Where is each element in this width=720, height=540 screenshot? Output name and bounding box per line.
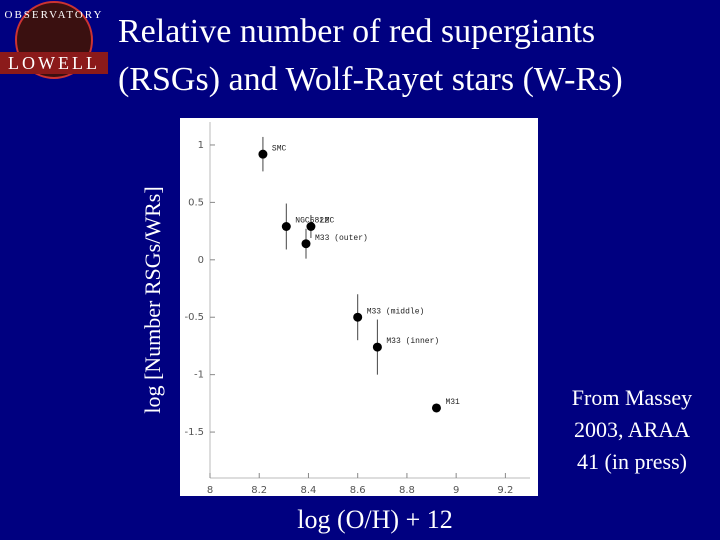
x-tick-label: 8.2	[251, 485, 267, 496]
y-tick-label: 1	[198, 140, 204, 151]
point	[431, 403, 441, 413]
point	[258, 149, 268, 159]
point	[372, 342, 382, 352]
logo: OBSERVATORY LOWELL	[0, 1, 108, 79]
y-tick-label: 0.5	[188, 197, 204, 208]
x-tick-label: 8.6	[350, 485, 366, 496]
point-label: SMC	[272, 144, 287, 153]
y-tick-label: 0	[198, 255, 204, 266]
x-tick-label: 8.8	[399, 485, 415, 496]
point-label: M33 (inner)	[386, 337, 439, 346]
logo-arc: OBSERVATORY	[5, 9, 104, 21]
point	[281, 222, 291, 232]
point	[301, 239, 311, 249]
annotation: From Massey	[572, 385, 692, 410]
x-axis-label: log (O/H) + 12	[297, 505, 452, 534]
y-axis-label: log [Number RSGs/WRs]	[140, 186, 165, 413]
x-tick-label: 8.4	[301, 485, 317, 496]
y-tick-label: -0.5	[184, 312, 204, 323]
x-tick-label: 8	[207, 485, 213, 496]
point-label: NGC6822	[295, 217, 329, 226]
point-label: LMC	[320, 217, 335, 226]
logo-name: LOWELL	[8, 53, 100, 73]
annotation: 2003, ARAA	[574, 417, 690, 442]
title-line: Relative number of red supergiants	[118, 13, 595, 50]
annotation: 41 (in press)	[577, 449, 687, 474]
logo-band	[0, 52, 108, 74]
x-tick-label: 9	[453, 485, 459, 496]
point-label: M31	[445, 398, 460, 407]
title-line: (RSGs) and Wolf-Rayet stars (W-Rs)	[118, 61, 623, 98]
point	[306, 222, 316, 232]
y-tick-label: -1.5	[184, 427, 204, 438]
x-tick-label: 9.2	[497, 485, 513, 496]
point-label: M33 (middle)	[367, 307, 425, 316]
point-label: M33 (outer)	[315, 234, 368, 243]
plot-area	[180, 118, 538, 496]
point	[353, 312, 363, 322]
y-tick-label: -1	[194, 370, 204, 381]
